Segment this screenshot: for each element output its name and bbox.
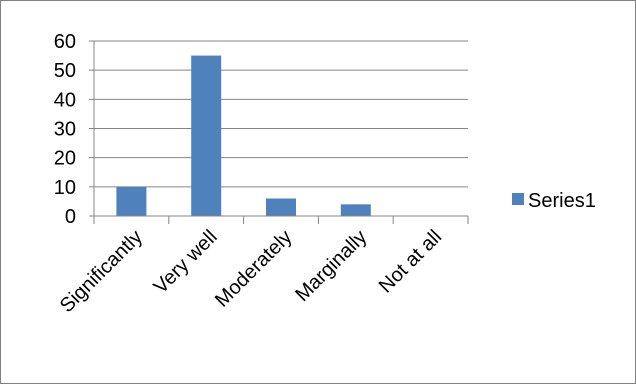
y-tick-label-60: 60 [54, 31, 76, 53]
bar-moderately [266, 198, 296, 216]
x-tick-label-marginally: Marginally [291, 226, 371, 306]
x-tick-label-very-well: Very well [150, 226, 222, 298]
x-tick-labels: Significantly Very wellModeratelyMarginal… [56, 226, 446, 317]
bars [116, 55, 371, 217]
bar-very-well [191, 55, 222, 217]
y-tick-labels: 0 10 20 30 40 50 60 [54, 31, 76, 228]
gridlines [94, 40, 468, 188]
y-tick-label-50: 50 [54, 60, 76, 82]
bar-significantly [116, 186, 147, 216]
y-tick-label-10: 10 [54, 177, 76, 199]
y-tick-label-20: 20 [54, 148, 76, 170]
legend-swatch-series1 [512, 193, 524, 205]
y-tick-label-40: 40 [54, 89, 76, 111]
x-tick-label-not-at-all: Not at all [375, 226, 446, 297]
legend-label-series1: Series1 [528, 190, 596, 212]
legend: Series1 [512, 190, 596, 212]
x-tick-label-moderately: Moderately [211, 226, 297, 312]
x-tick-label-significantly: Significantly [56, 226, 147, 317]
y-tick-label-0: 0 [65, 206, 76, 228]
bar-marginally [340, 204, 371, 216]
y-tick-label-30: 30 [54, 119, 76, 141]
axes [89, 40, 469, 224]
